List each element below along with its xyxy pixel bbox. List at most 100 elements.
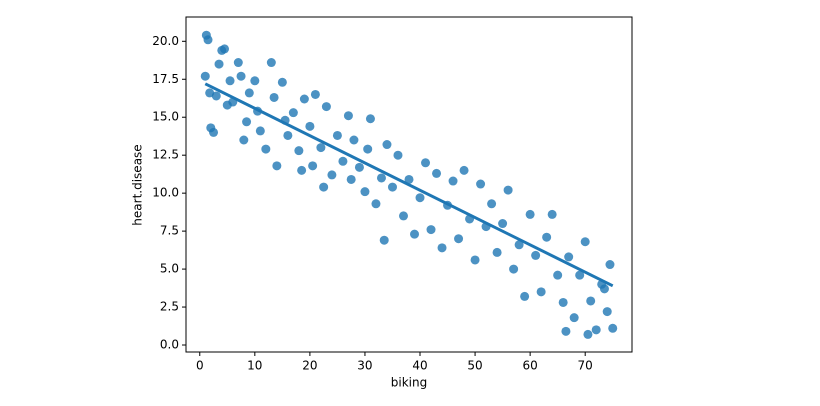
scatter-point bbox=[277, 77, 287, 87]
scatter-point bbox=[583, 329, 593, 339]
scatter-point bbox=[382, 140, 392, 150]
scatter-point bbox=[520, 291, 530, 301]
scatter-point bbox=[580, 237, 590, 247]
scatter-point bbox=[561, 326, 571, 336]
scatter-point bbox=[525, 209, 535, 219]
scatter-point bbox=[410, 229, 420, 239]
scatter-point bbox=[261, 144, 271, 154]
scatter-point bbox=[476, 179, 486, 189]
scatter-point bbox=[608, 323, 618, 333]
scatter-point bbox=[211, 91, 221, 101]
scatter-point bbox=[319, 182, 329, 192]
scatter-point bbox=[283, 130, 293, 140]
scatter-point bbox=[426, 225, 436, 235]
regression-line bbox=[204, 82, 614, 288]
scatter-point bbox=[363, 144, 373, 154]
scatter-point bbox=[454, 234, 464, 244]
scatter-point bbox=[459, 165, 469, 175]
y-tick-label: 15.0 bbox=[152, 110, 179, 124]
x-tick-label: 50 bbox=[467, 359, 482, 373]
scatter-point bbox=[321, 102, 331, 112]
scatter-point bbox=[346, 174, 356, 184]
scatter-point bbox=[225, 76, 235, 86]
y-tick-label: 2.5 bbox=[160, 300, 179, 314]
scatter-point bbox=[242, 117, 252, 127]
scatter-point bbox=[605, 260, 615, 270]
scatter-point bbox=[233, 58, 243, 68]
y-tick-label: 5.0 bbox=[160, 262, 179, 276]
scatter-point bbox=[354, 162, 364, 172]
scatter-point bbox=[365, 114, 375, 124]
scatter-point bbox=[200, 71, 210, 81]
scatter-point bbox=[214, 59, 224, 69]
scatter-point bbox=[514, 240, 524, 250]
x-tick-label: 40 bbox=[412, 359, 427, 373]
scatter-point bbox=[536, 287, 546, 297]
scatter-point bbox=[338, 156, 348, 166]
scatter-point bbox=[239, 135, 249, 145]
y-tick-label: 7.5 bbox=[160, 224, 179, 238]
scatter-point bbox=[220, 44, 230, 54]
scatter-point bbox=[294, 146, 304, 156]
y-axis-label: heart.disease bbox=[131, 144, 145, 225]
scatter-point bbox=[272, 161, 282, 171]
scatter-point bbox=[404, 174, 414, 184]
y-tick-label: 0.0 bbox=[160, 338, 179, 352]
scatter-point bbox=[509, 264, 519, 274]
scatter-point bbox=[602, 307, 612, 317]
x-tick-label: 0 bbox=[196, 359, 204, 373]
plot-frame bbox=[185, 16, 633, 353]
y-tick-label: 12.5 bbox=[152, 148, 179, 162]
scatter-point bbox=[266, 58, 276, 68]
scatter-point bbox=[553, 270, 563, 280]
scatter-point bbox=[299, 94, 309, 104]
x-tick-label: 30 bbox=[357, 359, 372, 373]
scatter-point bbox=[492, 247, 502, 257]
y-tick-label: 17.5 bbox=[152, 72, 179, 86]
x-tick-label: 20 bbox=[302, 359, 317, 373]
scatter-point bbox=[586, 296, 596, 306]
scatter-point bbox=[498, 219, 508, 229]
scatter-point bbox=[387, 182, 397, 192]
scatter-point bbox=[591, 325, 601, 335]
scatter-point bbox=[203, 35, 213, 45]
scatter-point bbox=[360, 187, 370, 197]
scatter-point bbox=[398, 211, 408, 221]
scatter-point bbox=[308, 161, 318, 171]
scatter-point bbox=[503, 185, 513, 195]
scatter-point bbox=[349, 135, 359, 145]
scatter-point bbox=[575, 270, 585, 280]
scatter-point bbox=[558, 297, 568, 307]
x-tick-label: 60 bbox=[522, 359, 537, 373]
y-tick-label: 20.0 bbox=[152, 34, 179, 48]
scatter-point bbox=[288, 108, 298, 118]
scatter-point bbox=[343, 111, 353, 121]
scatter-point bbox=[236, 71, 246, 81]
scatter-point bbox=[564, 252, 574, 262]
scatter-point bbox=[332, 130, 342, 140]
x-tick-label: 10 bbox=[247, 359, 262, 373]
scatter-point bbox=[487, 199, 497, 209]
x-axis-label: biking bbox=[391, 376, 427, 390]
scatter-point bbox=[531, 250, 541, 260]
scatter-point bbox=[432, 168, 442, 178]
scatter-point bbox=[393, 150, 403, 160]
scatter-point bbox=[599, 284, 609, 294]
scatter-point bbox=[255, 126, 265, 136]
scatter-point bbox=[415, 193, 425, 203]
scatter-point bbox=[305, 121, 315, 131]
scatter-point bbox=[371, 199, 381, 209]
scatter-point bbox=[250, 76, 260, 86]
scatter-point bbox=[437, 243, 447, 253]
x-tick-label: 70 bbox=[578, 359, 593, 373]
scatter-point bbox=[316, 143, 326, 153]
scatter-point bbox=[310, 89, 320, 99]
y-tick-label: 10.0 bbox=[152, 186, 179, 200]
scatter-point bbox=[421, 158, 431, 168]
scatter-point bbox=[376, 173, 386, 183]
scatter-point bbox=[542, 232, 552, 242]
scatter-point bbox=[209, 127, 219, 137]
scatter-point bbox=[470, 255, 480, 265]
scatter-point bbox=[269, 92, 279, 102]
